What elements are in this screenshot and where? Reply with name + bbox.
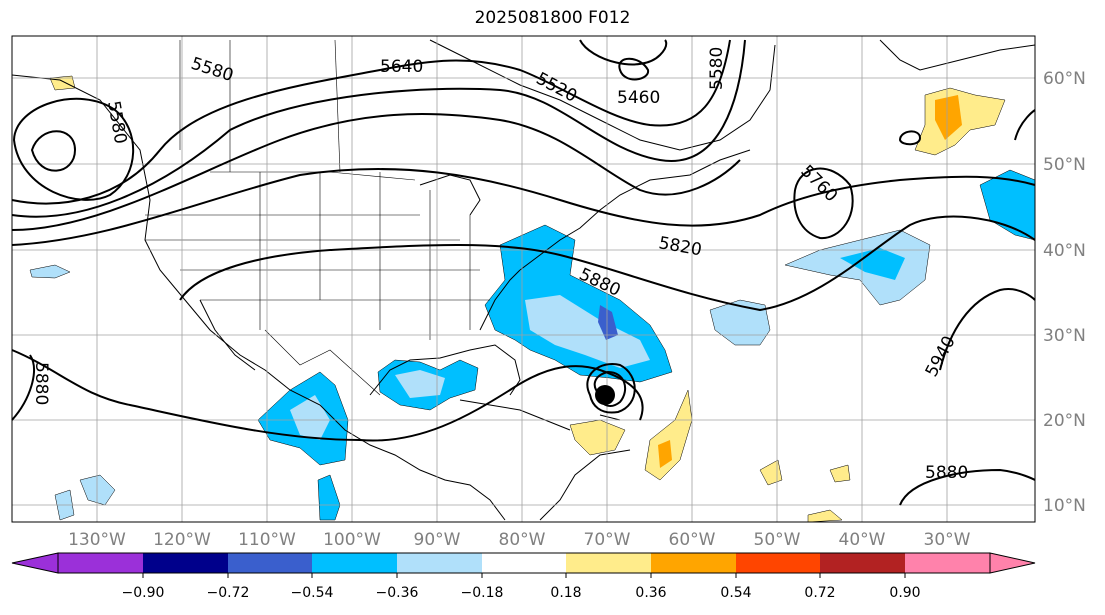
lon-label: 100°W [323, 530, 381, 550]
anomaly-shading [29, 75, 1036, 523]
colorbar-tick-label: 0.18 [550, 585, 581, 601]
colorbar-swatch [736, 553, 820, 573]
colorbar-swatch [143, 553, 228, 573]
lat-label: 10°N [1043, 496, 1086, 516]
colorbar-swatch [566, 553, 651, 573]
lon-label: 80°W [499, 530, 546, 550]
colorbar-tick-label: −0.36 [376, 585, 419, 601]
colorbar-tick-label: 0.36 [635, 585, 666, 601]
colorbar-swatch [820, 553, 905, 573]
lon-label: 70°W [584, 530, 631, 550]
contour-label: 5640 [380, 57, 423, 77]
colorbar-over-arrow [989, 552, 1036, 574]
lon-label: 30°W [924, 530, 971, 550]
colorbar-tick-label: 0.72 [804, 585, 835, 601]
colorbar-swatch [397, 553, 482, 573]
lat-label: 20°N [1043, 411, 1086, 431]
colorbar-under-arrow [11, 552, 59, 574]
colorbar-swatch [651, 553, 736, 573]
contour-label: 5580 [707, 47, 727, 90]
latitude-labels: 60°N 50°N 40°N 30°N 20°N 10°N [1043, 69, 1086, 516]
lon-label: 60°W [669, 530, 716, 550]
cyclone-center-marker [595, 385, 615, 405]
colorbar-tick-label: −0.72 [207, 585, 250, 601]
colorbar-swatch [905, 553, 990, 573]
lon-label: 130°W [68, 530, 126, 550]
colorbar-swatch [228, 553, 312, 573]
map-frame [11, 35, 1036, 523]
lon-label: 90°W [414, 530, 461, 550]
contour-label: 5460 [617, 88, 660, 108]
lat-label: 30°N [1043, 326, 1086, 346]
lon-label: 50°W [754, 530, 801, 550]
graticule [12, 36, 1035, 522]
colorbar: −0.90 −0.72 −0.54 −0.36 −0.18 0.18 0.36 … [11, 552, 1036, 601]
colorbar-tick-label: −0.18 [461, 585, 504, 601]
lon-label: 110°W [238, 530, 296, 550]
colorbar-tick-label: 0.54 [720, 585, 751, 601]
colorbar-swatch [482, 553, 566, 573]
lon-label: 40°W [839, 530, 886, 550]
contour-label: 5880 [31, 362, 51, 405]
colorbar-tick-label: −0.90 [122, 585, 165, 601]
lat-label: 40°N [1043, 241, 1086, 261]
contour-label: 5880 [925, 463, 968, 483]
lon-label: 120°W [153, 530, 211, 550]
lat-label: 60°N [1043, 69, 1086, 89]
colorbar-frame [57, 552, 991, 574]
lat-label: 50°N [1043, 155, 1086, 175]
map-title: 2025081800 F012 [474, 8, 631, 28]
colorbar-tick-label: −0.54 [291, 585, 334, 601]
colorbar-tick-label: 0.90 [889, 585, 920, 601]
colorbar-swatch [312, 553, 397, 573]
longitude-labels: 130°W 120°W 110°W 100°W 90°W 80°W 70°W 6… [68, 530, 971, 550]
colorbar-swatch [58, 553, 143, 573]
height-contours [11, 39, 1036, 506]
